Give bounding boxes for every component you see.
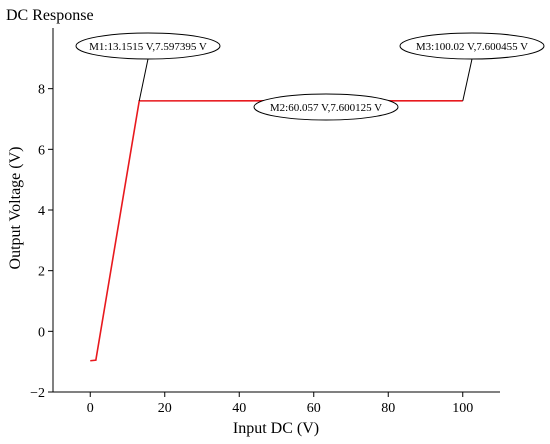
marker-leader-line [138,58,149,101]
x-tick-label: 80 [381,401,395,416]
series-layer [90,99,463,362]
marker-label-m3: M3:100.02 V,7.600455 V [416,41,528,53]
marker-label-ellipse [399,32,545,60]
x-tick-label: 100 [452,401,473,416]
marker-annotation-m2: M2:60.057 V,7.600125 V [253,93,399,121]
marker-annotation-m1: M1:13.1515 V,7.597395 V [75,32,221,101]
y-axis-title: Output Voltage (V) [7,147,24,270]
marker-label-ellipse [253,93,399,121]
x-tick-label: 0 [87,401,94,416]
y-tick-label: 8 [38,83,45,98]
marker-label-m1: M1:13.1515 V,7.597395 V [89,41,207,53]
marker-label-m2: M2:60.057 V,7.600125 V [270,102,382,114]
y-axis-ticks: −2 0 2 4 6 8 [30,83,53,401]
marker-leader-line [462,58,473,101]
x-axis-ticks: 0 20 40 60 80 100 [87,392,473,416]
marker-annotations: M1:13.1515 V,7.597395 V M2:60.057 V,7.60… [75,32,545,121]
plot-frame [52,28,500,393]
y-tick-label: 4 [38,204,45,219]
x-axis-title: Input DC (V) [233,420,319,437]
marker-label-ellipse [75,32,221,60]
dc-response-line [90,99,463,362]
y-tick-label: −2 [30,386,45,401]
y-tick-label: 2 [38,265,45,280]
y-tick-label: 6 [38,143,45,158]
x-tick-label: 20 [158,401,172,416]
chart-title: DC Response [6,7,94,24]
y-tick-label: 0 [38,325,45,340]
x-tick-label: 60 [307,401,321,416]
marker-annotation-m3: M3:100.02 V,7.600455 V [399,32,545,101]
x-tick-label: 40 [232,401,246,416]
